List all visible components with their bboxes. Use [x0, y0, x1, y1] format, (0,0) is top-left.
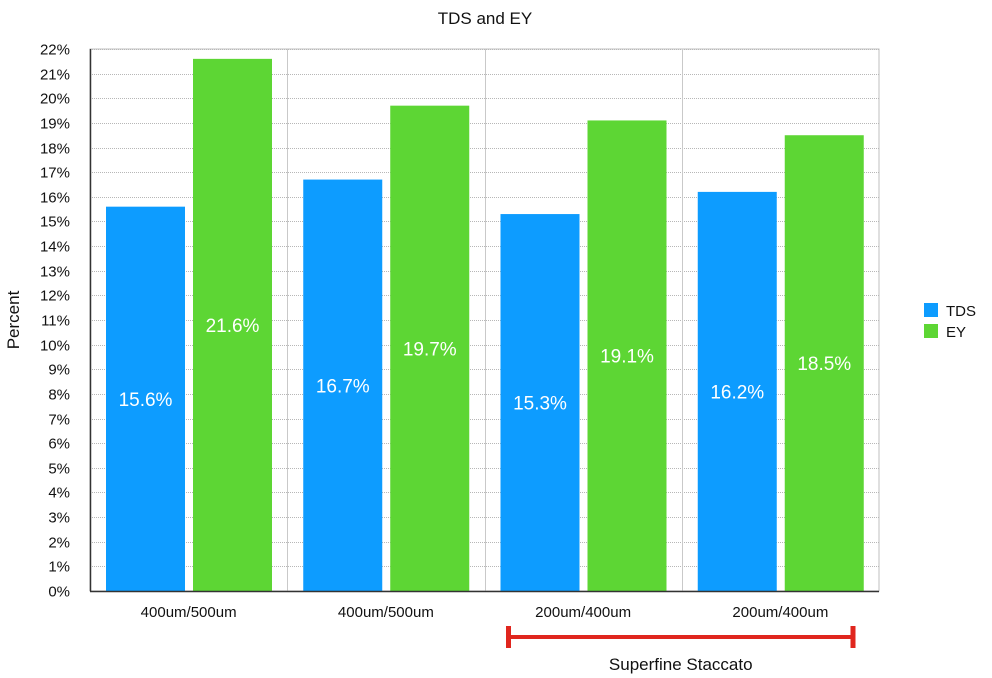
y-tick-label: 6%: [48, 436, 70, 453]
y-tick-label: 15%: [40, 214, 70, 231]
bar-ey-1: [193, 58, 272, 591]
data-label-tds-1: 15.6%: [119, 390, 173, 411]
y-tick-label: 10%: [40, 338, 70, 355]
y-tick-label: 22%: [40, 42, 70, 59]
y-tick-label: 11%: [41, 313, 70, 330]
x-tick-label: 400um/500um: [141, 604, 237, 621]
data-labels: 15.6% 21.6% 16.7% 19.7% 15.3% 19.1% 16.2% 18.5%: [119, 316, 852, 415]
data-label-ey-3: 19.1%: [600, 347, 654, 368]
y-tick-label: 18%: [40, 141, 70, 158]
y-axis-label: Percent: [4, 290, 23, 349]
y-tick-label: 1%: [48, 559, 70, 576]
data-label-tds-2: 16.7%: [316, 376, 370, 397]
y-tick-label: 21%: [40, 67, 70, 84]
x-tick-label: 200um/400um: [535, 604, 631, 621]
x-tick-label: 200um/400um: [732, 604, 828, 621]
data-label-tds-3: 15.3%: [513, 394, 567, 415]
y-tick-label: 14%: [40, 239, 70, 256]
y-tick-label: 17%: [40, 165, 70, 182]
y-tick-label: 5%: [48, 461, 70, 478]
y-tick-label: 16%: [40, 190, 70, 207]
data-label-ey-4: 18.5%: [797, 354, 851, 375]
bar-tds-1: [106, 206, 185, 591]
data-label-ey-1: 21.6%: [206, 316, 260, 337]
axes: 0% 1% 2% 3% 4% 5% 6% 7% 8% 9% 10% 11% 12% 13% 14% 15% 16…: [40, 42, 879, 621]
annotation-label: Superfine Staccato: [609, 655, 753, 674]
data-label-tds-4: 16.2%: [710, 382, 764, 403]
bar-tds-3: [500, 214, 580, 591]
y-tick-label: 7%: [48, 412, 70, 429]
y-tick-label: 2%: [48, 535, 70, 552]
x-tick-label: 400um/500um: [338, 604, 434, 621]
y-tick-label: 20%: [40, 91, 70, 108]
legend-label-ey: EY: [946, 324, 966, 341]
y-tick-label: 13%: [40, 264, 70, 281]
bar-tds-2: [303, 179, 383, 591]
y-tick-label: 19%: [40, 116, 70, 133]
annotation: Superfine Staccato: [506, 626, 856, 674]
bar-ey-4: [784, 135, 864, 591]
chart-title: TDS and EY: [438, 9, 533, 28]
legend-swatch-ey: [924, 324, 938, 338]
data-label-ey-2: 19.7%: [403, 339, 457, 360]
y-tick-label: 12%: [40, 288, 70, 305]
legend-swatch-tds: [924, 303, 938, 317]
y-tick-label: 8%: [48, 387, 70, 404]
bar-ey-2: [390, 105, 470, 591]
bar-tds-4: [697, 191, 777, 591]
legend: TDS EY: [924, 303, 976, 341]
bar-ey-3: [587, 120, 667, 591]
y-tick-label: 4%: [48, 485, 70, 502]
bars: [106, 58, 864, 591]
legend-label-tds: TDS: [946, 303, 976, 320]
y-tick-label: 3%: [48, 510, 70, 527]
y-tick-label: 9%: [48, 362, 70, 379]
y-tick-label: 0%: [48, 584, 70, 601]
